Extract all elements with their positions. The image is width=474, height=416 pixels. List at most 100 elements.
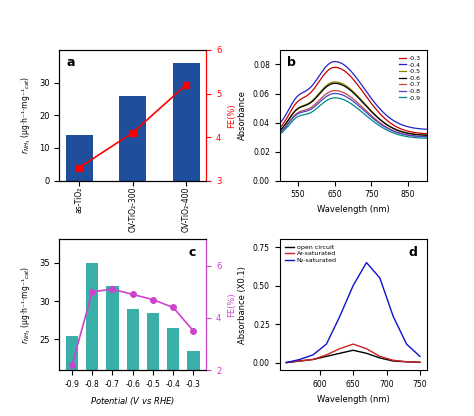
Ar-saturated: [377, 354, 383, 359]
-0.6: [365, 105, 370, 110]
-0.6: [277, 128, 283, 133]
Y-axis label: FE(%): FE(%): [227, 103, 236, 128]
Y-axis label: $r_{NH_3}$ (μg·h⁻¹·mg⁻¹$_{cat}$): $r_{NH_3}$ (μg·h⁻¹·mg⁻¹$_{cat}$): [20, 76, 33, 154]
-0.5: [410, 131, 416, 136]
Ar-saturated: [350, 342, 356, 347]
N₂-saturated: [283, 360, 289, 365]
-0.9: [401, 134, 407, 139]
-0.8: [365, 111, 371, 116]
-0.9: [277, 132, 283, 137]
N₂-saturated: [350, 283, 356, 288]
Ar-saturated: [297, 359, 302, 364]
Text: a: a: [66, 57, 75, 69]
-0.4: [332, 59, 337, 64]
-0.4: [410, 125, 416, 130]
-0.3: [365, 95, 370, 100]
-0.6: [410, 132, 416, 137]
-0.9: [424, 136, 429, 141]
open circuit: [324, 354, 329, 359]
Ar-saturated: [324, 352, 329, 357]
-0.7: [365, 109, 370, 114]
-0.9: [365, 114, 371, 119]
Ar-saturated: [417, 360, 423, 365]
Bar: [119, 96, 146, 181]
-0.3: [365, 96, 371, 101]
-0.5: [424, 133, 429, 138]
X-axis label: Wavelength (nm): Wavelength (nm): [317, 205, 390, 214]
-0.9: [332, 95, 337, 100]
-0.4: [365, 90, 370, 95]
Bar: [66, 336, 78, 416]
Ar-saturated: [283, 360, 289, 365]
Line: -0.4: -0.4: [280, 62, 427, 129]
Ar-saturated: [364, 346, 369, 351]
Y-axis label: Absorbance (X0.1): Absorbance (X0.1): [238, 266, 247, 344]
-0.8: [277, 130, 283, 135]
-0.5: [365, 104, 370, 109]
-0.4: [424, 127, 429, 132]
-0.3: [367, 99, 373, 104]
Line: -0.3: -0.3: [280, 67, 427, 134]
Ar-saturated: [310, 357, 316, 362]
open circuit: [297, 359, 302, 364]
-0.6: [401, 130, 407, 135]
-0.6: [367, 108, 373, 113]
-0.6: [277, 128, 283, 133]
-0.4: [277, 121, 283, 126]
-0.3: [401, 128, 407, 133]
-0.7: [277, 129, 283, 134]
Line: -0.9: -0.9: [280, 98, 427, 138]
Text: c: c: [189, 246, 196, 259]
open circuit: [377, 355, 383, 360]
-0.5: [365, 104, 371, 109]
Legend: open circuit, Ar-saturated, N₂-saturated: open circuit, Ar-saturated, N₂-saturated: [283, 243, 338, 265]
Ar-saturated: [391, 358, 396, 363]
N₂-saturated: [391, 314, 396, 319]
open circuit: [310, 357, 316, 362]
-0.8: [365, 111, 370, 116]
-0.6: [424, 133, 429, 138]
N₂-saturated: [417, 354, 423, 359]
Legend: -0.3, -0.4, -0.5, -0.6, -0.7, -0.8, -0.9: -0.3, -0.4, -0.5, -0.6, -0.7, -0.8, -0.9: [396, 53, 423, 103]
-0.9: [365, 114, 370, 119]
-0.9: [367, 116, 373, 121]
Text: b: b: [287, 57, 296, 69]
open circuit: [391, 359, 396, 364]
-0.6: [365, 105, 371, 110]
X-axis label: Potential (V $\it{vs}$ RHE): Potential (V $\it{vs}$ RHE): [90, 394, 175, 406]
Line: -0.8: -0.8: [280, 94, 427, 137]
-0.7: [367, 112, 373, 117]
-0.5: [367, 107, 373, 112]
-0.9: [410, 135, 416, 140]
-0.7: [424, 134, 429, 139]
-0.7: [332, 88, 337, 93]
-0.8: [277, 130, 283, 135]
Line: -0.6: -0.6: [280, 83, 427, 135]
Bar: [173, 63, 200, 181]
-0.5: [277, 128, 283, 133]
-0.3: [277, 125, 283, 130]
N₂-saturated: [377, 275, 383, 280]
-0.8: [367, 114, 373, 119]
Bar: [66, 135, 92, 181]
Line: -0.7: -0.7: [280, 91, 427, 137]
-0.8: [424, 134, 429, 139]
-0.3: [410, 130, 416, 135]
Bar: [106, 286, 118, 416]
-0.6: [332, 81, 337, 86]
-0.7: [365, 110, 371, 115]
-0.7: [277, 130, 283, 135]
open circuit: [404, 359, 410, 364]
-0.4: [277, 120, 283, 125]
-0.4: [401, 123, 407, 128]
-0.3: [332, 65, 337, 70]
N₂-saturated: [324, 342, 329, 347]
N₂-saturated: [337, 314, 343, 319]
-0.3: [277, 126, 283, 131]
-0.4: [365, 91, 371, 96]
Y-axis label: $r_{NH_3}$ (μg·h⁻¹·mg⁻¹$_{cat}$): $r_{NH_3}$ (μg·h⁻¹·mg⁻¹$_{cat}$): [20, 266, 33, 344]
N₂-saturated: [364, 260, 369, 265]
Line: -0.5: -0.5: [280, 82, 427, 135]
Y-axis label: FE(%): FE(%): [227, 292, 236, 317]
Ar-saturated: [404, 359, 410, 364]
